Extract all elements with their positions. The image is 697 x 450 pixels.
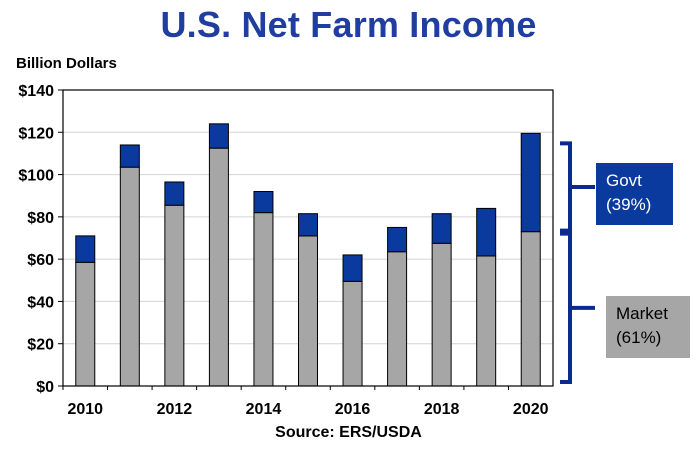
bar-govt [119,144,140,168]
govt-share-label: Govt (39%) [596,163,673,225]
bar-market [431,242,452,387]
x-tick-label: 2016 [335,401,371,418]
x-tick-label: 2018 [424,401,460,418]
x-tick-label: 2014 [246,401,282,418]
govt-label-text: Govt [606,171,642,190]
y-tick-label: $120 [18,125,54,142]
bar-market [298,235,318,387]
bar-market [75,261,96,387]
bar-govt [476,207,497,257]
bar-market [253,212,274,387]
bar-govt [75,235,96,263]
bar-govt [387,226,408,253]
chart-title: U.S. Net Farm Income [160,4,537,45]
bar-govt [253,190,274,214]
bar-govt [208,123,229,149]
bar-govt [520,132,541,233]
bar-market [387,251,408,387]
govt-label-percent: (39%) [606,195,652,214]
bar-market [164,204,185,387]
bar-market [520,231,541,387]
x-tick-label: 2012 [157,401,193,418]
y-tick-label: $80 [27,210,54,227]
plot-frame [62,89,554,387]
market-label-text: Market [616,304,668,323]
bar-market [119,166,140,387]
y-tick-label: $140 [18,83,54,100]
bar-govt [164,181,185,206]
x-tick-label: 2010 [67,401,103,418]
bar-govt [431,213,452,244]
bar-market [208,147,229,387]
y-tick-label: $0 [36,379,54,396]
market-share-label: Market (61%) [606,296,690,358]
y-tick-label: $40 [27,294,54,311]
y-axis-unit-label: Billion Dollars [16,55,117,72]
bar-govt [298,213,318,237]
bar-govt [342,254,363,282]
bar-market [476,255,497,387]
y-tick-label: $100 [18,168,54,185]
y-tick-label: $20 [27,337,54,354]
govt-bracket [560,141,595,233]
x-tick-label: 2020 [513,401,549,418]
market-bracket [560,231,595,384]
y-tick-label: $60 [27,252,54,269]
chart-source: Source: ERS/USDA [275,424,422,441]
market-label-percent: (61%) [616,328,662,347]
bar-market [342,280,363,387]
